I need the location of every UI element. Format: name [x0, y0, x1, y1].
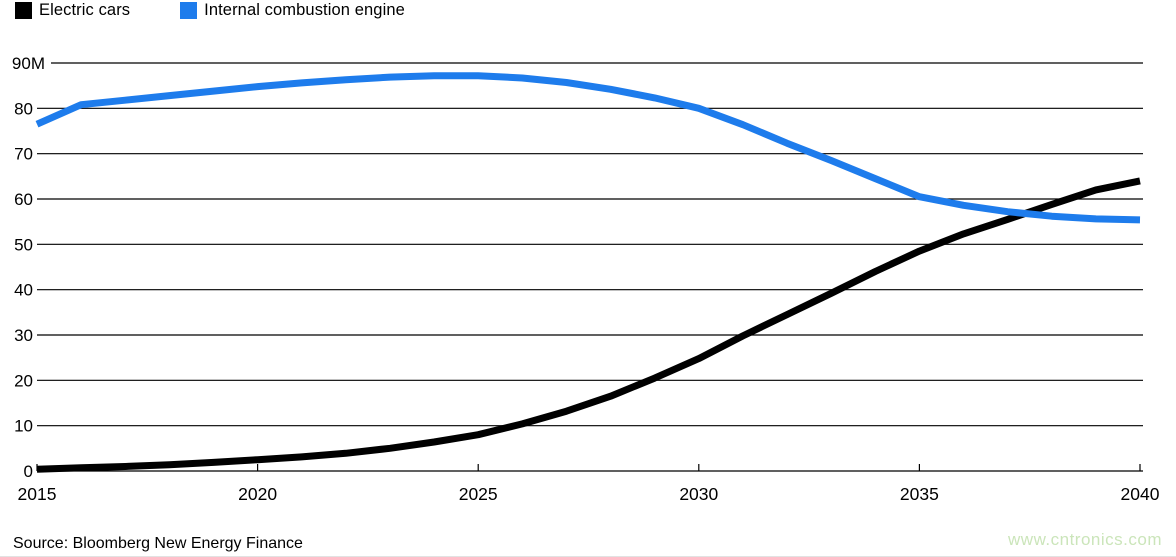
x-axis-tick-label: 2020	[238, 484, 277, 504]
x-axis-tick-label: 2040	[1121, 484, 1160, 504]
legend-item-electric-cars: Electric cars	[15, 2, 130, 19]
x-axis-tick-label: 2025	[459, 484, 498, 504]
y-axis-tick-label: 30	[14, 326, 33, 345]
y-axis-tick-label: 80	[14, 99, 33, 118]
electric-cars-swatch-icon	[15, 2, 32, 19]
x-axis-tick-label: 2035	[900, 484, 939, 504]
chart-legend: Electric cars Internal combustion engine	[15, 2, 405, 19]
legend-label: Electric cars	[39, 1, 131, 19]
y-axis-tick-label: 60	[14, 190, 33, 209]
series-line-internal-combustion-engine	[35, 72, 1141, 224]
legend-item-internal-combustion: Internal combustion engine	[180, 2, 405, 19]
watermark: www.cntronics.com	[1008, 530, 1162, 549]
x-axis-tick-label: 2015	[18, 484, 57, 504]
y-axis-tick-label: 90M	[12, 54, 45, 73]
y-axis-tick-label: 50	[14, 235, 33, 254]
internal-combustion-swatch-icon	[180, 2, 198, 19]
y-axis-tick-label: 40	[14, 281, 33, 300]
y-axis-tick-label: 70	[14, 145, 33, 164]
source-note: Source: Bloomberg New Energy Finance	[13, 535, 303, 552]
y-axis-tick-label: 10	[14, 417, 33, 436]
y-axis-tick-label: 0	[24, 462, 33, 481]
x-axis-tick-label: 2030	[679, 484, 718, 504]
legend-label: Internal combustion engine	[204, 1, 405, 19]
y-axis-tick-label: 20	[14, 371, 33, 390]
series-line-electric-cars	[36, 177, 1141, 473]
